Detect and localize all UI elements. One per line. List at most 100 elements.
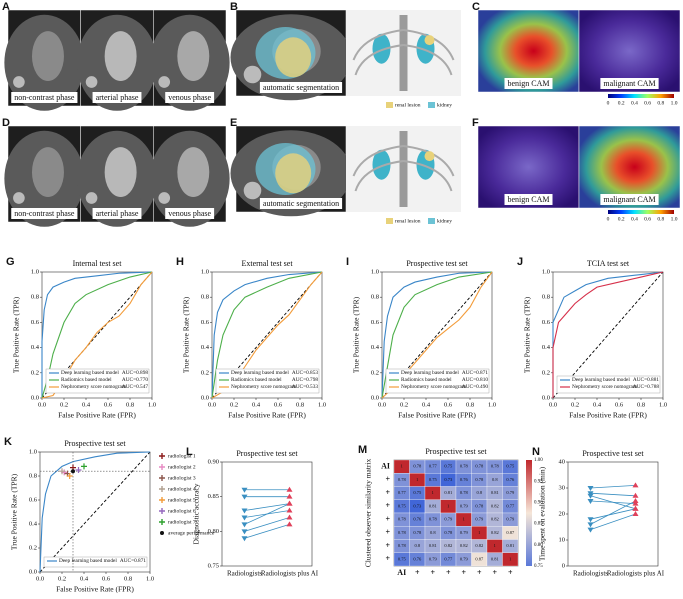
image-caption: arterial phase [96, 209, 139, 218]
colorbar-tick-label: 0.95 [534, 479, 543, 484]
cell-label: 0.78 [429, 517, 438, 522]
caption-box [259, 198, 343, 209]
cell-label: 1 [416, 477, 418, 482]
panel-letter: E [230, 117, 237, 129]
legend-marker [159, 486, 165, 492]
accuracy-marker [286, 514, 293, 520]
row-label: + [385, 514, 390, 523]
chart-title: External test set [241, 259, 293, 268]
render-spine [399, 131, 408, 207]
y-axis-label: Clustered observer similarity matrix [364, 458, 373, 567]
cell-label: 0.82 [460, 543, 468, 548]
cell-label: 0.82 [491, 517, 499, 522]
chart-title: Internal test set [73, 259, 123, 268]
y-tick-label: 0.2 [31, 369, 39, 376]
cell-label: 0.77 [444, 556, 453, 561]
colorbar [608, 94, 674, 98]
heatmap-cell [502, 552, 519, 567]
image-caption: non-contrast phase [14, 93, 75, 102]
y-tick-label: 0.6 [201, 319, 210, 326]
render-ribs [352, 29, 404, 76]
accuracy-marker [632, 505, 639, 511]
legend-box [43, 556, 148, 568]
panel-letter: C [472, 1, 480, 13]
legend-label: Radiomics based model [401, 377, 452, 383]
cell-label: 0.79 [460, 503, 469, 508]
legend-label: renal lesion [395, 102, 421, 108]
caption-box [259, 82, 343, 93]
caption-box [165, 92, 215, 103]
legend-note: AUC=0.853 [292, 370, 318, 376]
x-axis-label: False Positive Rate (FPR) [58, 411, 136, 420]
cell-label: 0.79 [506, 490, 515, 495]
accuracy-marker [587, 499, 594, 504]
legend-label: kidney [437, 102, 452, 108]
panel-letter: H [176, 256, 184, 268]
radiologist-point [75, 467, 82, 473]
cell-label: 0.75 [506, 464, 515, 469]
ct-spine [243, 65, 262, 84]
legend-label: Nephrometry score nomogram [231, 384, 297, 390]
segmentation-lesion [275, 37, 312, 78]
accuracy-marker [632, 492, 639, 498]
legend-label: Nephrometry score nomogram [572, 384, 638, 390]
cell-label: 0.79 [460, 530, 469, 535]
legend-marker [159, 497, 165, 503]
y-tick-label: 0.8 [31, 294, 39, 301]
image-caption: venous phase [168, 209, 211, 218]
accuracy-marker [286, 493, 293, 499]
x-tick-label: 0.8 [296, 401, 304, 408]
y-tick-label: 0.8 [542, 294, 550, 301]
cell-label: 0.78 [398, 530, 407, 535]
x-tick-label: 0.4 [80, 575, 89, 582]
cell-label: 1 [463, 517, 465, 522]
pair-line [590, 500, 636, 504]
render-lesion [424, 35, 435, 46]
x-tick-label: 0.8 [126, 401, 134, 408]
cell-label: 1 [432, 490, 434, 495]
colorbar [526, 460, 532, 566]
colorbar-tick-label: 0.90 [534, 501, 543, 506]
colorbar-tick-label: 1.0 [671, 216, 678, 222]
panel-letter: J [517, 256, 523, 268]
caption-box [504, 78, 553, 89]
chart-title: Prospective test set [582, 449, 644, 458]
y-tick-label: 0.6 [371, 319, 380, 326]
colorbar-tick-label: 0.75 [534, 564, 543, 569]
x-tick-label: 0.8 [466, 401, 474, 408]
x-tick-label: 0.2 [400, 401, 408, 408]
colorbar-tick-label: 0.6 [644, 216, 651, 222]
plot-frame [211, 271, 323, 399]
cell-label: 0.78 [475, 464, 484, 469]
legend-label: Radiomics based model [61, 377, 112, 383]
pair-line [590, 485, 636, 489]
roc-curve [39, 451, 151, 573]
legend-note: AUC=0.810 [462, 377, 488, 383]
panel-letter: L [186, 446, 193, 458]
cell-label: 0.81 [491, 490, 499, 495]
panel-letter: F [472, 117, 479, 129]
y-tick-label: 0.75 [208, 562, 219, 569]
colorbar-tick-label: 0.2 [618, 100, 625, 106]
render-kidney [372, 149, 391, 180]
ct-kidney [177, 31, 210, 82]
y-axis-label: True Positive Rate (TPR) [12, 296, 21, 373]
legend-label: Nephrometry score nomogram [61, 384, 127, 390]
x-axis-label: False Positive Rate (FPR) [569, 411, 647, 420]
cell-label: 0.77 [398, 490, 407, 495]
y-tick-label: 1.0 [29, 448, 37, 455]
panel-letter: M [358, 444, 367, 456]
row-label: + [385, 554, 390, 563]
image-caption: automatic segmentation [263, 199, 339, 208]
y-tick-label: 0.6 [31, 319, 40, 326]
legend-box [556, 375, 661, 394]
legend-note: AUC=0.871 [462, 370, 488, 376]
cell-label: 0.78 [398, 543, 407, 548]
y-tick-label: 0.0 [371, 394, 379, 401]
colorbar-tick-label: 1.0 [671, 100, 678, 106]
legend-note: AUC=0.871 [120, 558, 146, 564]
colorbar-tick-label: 0 [607, 100, 610, 106]
pair-line [590, 492, 636, 497]
x-tick-label: 0.6 [102, 575, 111, 582]
cell-label: 0.75 [444, 464, 453, 469]
